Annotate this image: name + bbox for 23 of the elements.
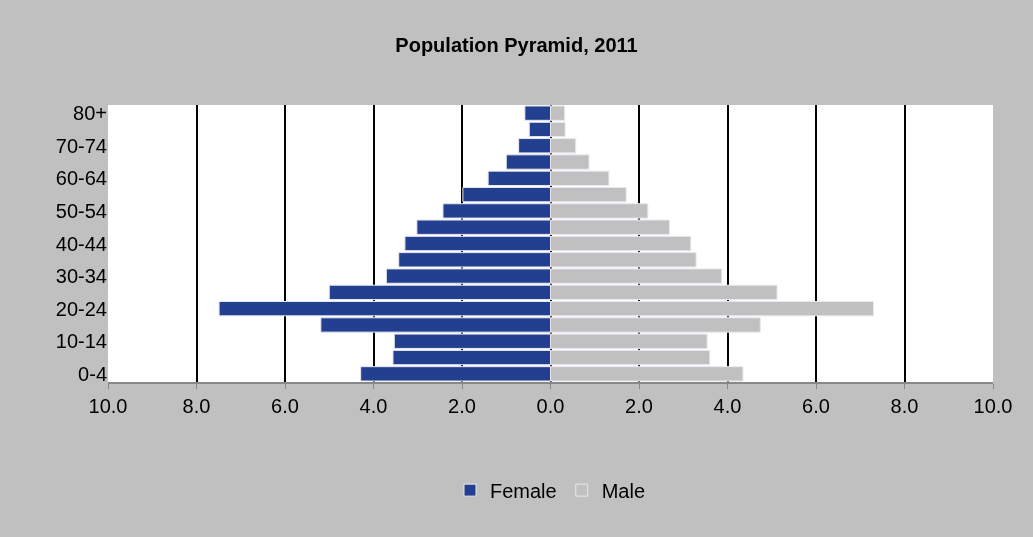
chart-title: Population Pyramid, 2011: [395, 33, 638, 56]
x-tick-label: 2.0: [625, 395, 653, 417]
x-tick-label: 8.0: [182, 395, 211, 417]
legend-label: Male: [601, 479, 646, 502]
y-tick-label: 0-4: [78, 362, 107, 385]
x-tick-label: 8.0: [890, 395, 919, 417]
y-tick-label: 30-34: [55, 265, 107, 288]
x-tick-label: 4.0: [713, 395, 742, 417]
y-tick-label: 20-24: [55, 297, 107, 320]
y-tick-label: 80+: [73, 102, 107, 125]
y-tick-label: 50-54: [55, 199, 107, 222]
x-tick-label: 2.0: [448, 395, 476, 417]
y-tick-label: 10-14: [55, 330, 107, 353]
x-tick-label: 4.0: [359, 395, 388, 417]
x-tick-label: 0.0: [536, 395, 565, 417]
x-tick-label: 10.0: [973, 395, 1013, 417]
legend-label: Female: [490, 479, 557, 502]
x-tick-label: 10.0: [88, 395, 128, 417]
y-tick-label: 60-64: [55, 167, 107, 190]
y-tick-label: 70-74: [55, 134, 107, 157]
y-tick-label: 40-44: [55, 232, 107, 255]
x-tick-label: 6.0: [802, 395, 830, 417]
x-tick-label: 6.0: [271, 395, 299, 417]
